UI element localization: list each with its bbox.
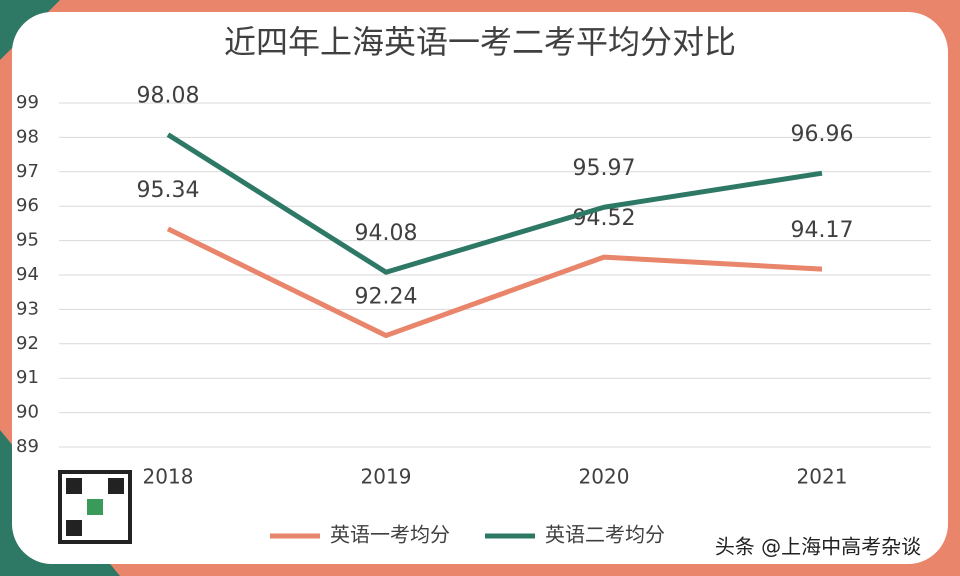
y-tick-label: 89 [16,436,39,457]
x-tick-label: 2019 [361,465,412,489]
legend-label: 英语二考均分 [545,523,665,547]
y-tick-label: 94 [16,264,39,285]
y-tick-label: 95 [16,230,39,251]
line-series [166,226,823,339]
y-tick-label: 91 [16,367,39,388]
data-label: 92.24 [355,285,418,310]
x-tick-label: 2020 [579,465,630,489]
data-label: 94.52 [573,206,636,231]
watermark: 头条 @上海中高考杂谈 [715,535,921,559]
y-tick-label: 90 [16,402,39,423]
data-label: 96.96 [791,122,854,147]
y-tick-label: 93 [16,298,39,319]
y-tick-label: 98 [16,126,39,147]
card [12,12,948,564]
data-label: 98.08 [137,84,200,109]
data-label: 94.17 [791,218,854,243]
legend-label: 英语一考均分 [330,523,450,547]
y-tick-label: 99 [16,92,39,113]
data-label: 95.34 [137,178,200,203]
data-label: 95.97 [573,156,636,181]
x-tick-label: 2018 [143,465,194,489]
qr-code [58,470,132,544]
line-series [166,132,823,275]
chart-title: 近四年上海英语一考二考平均分对比 [224,23,736,61]
y-tick-label: 96 [16,195,39,216]
x-tick-label: 2021 [797,465,848,489]
y-tick-label: 92 [16,333,39,354]
y-tick-label: 97 [16,161,39,182]
data-label: 94.08 [355,221,418,246]
